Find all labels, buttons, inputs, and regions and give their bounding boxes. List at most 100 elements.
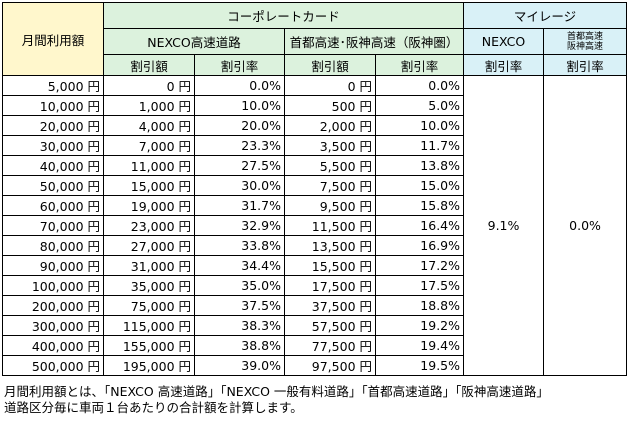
nexco-amount-cell: 115,000 円 — [103, 315, 195, 336]
footnote-line-2: 道路区分毎に車両１台あたりの合計額を計算します。 — [4, 400, 303, 415]
nexco-rate-cell: 23.3% — [194, 135, 285, 156]
mileage-nexco-rate-header: 割引率 — [463, 54, 545, 76]
nexco-rate-cell: 32.9% — [194, 215, 285, 236]
nexco-amount-cell: 27,000 円 — [103, 235, 195, 256]
mileage-hanshin-label: 阪神高速 — [567, 41, 604, 52]
table-row: 200,000 円 75,000 円 37.5% 37,500 円 18.8% — [2, 295, 627, 316]
metro-amount-cell: 5,500 円 — [284, 155, 376, 176]
metro-amount-cell: 9,500 円 — [284, 195, 376, 216]
metro-amount-cell: 15,500 円 — [284, 255, 376, 276]
metro-amount-cell: 7,500 円 — [284, 175, 376, 196]
nexco-rate-cell: 37.5% — [194, 295, 285, 316]
discount-table: 月間利用額 コーポレートカード マイレージ NEXCO高速道路 首都高速･阪神高… — [2, 2, 628, 376]
nexco-rate-cell: 30.0% — [194, 175, 285, 196]
usage-cell: 30,000 円 — [2, 135, 104, 156]
usage-cell: 5,000 円 — [2, 75, 104, 96]
metro-amount-cell: 77,500 円 — [284, 335, 376, 356]
mileage-metro-hanshin-header: 首都高速 阪神高速 — [543, 28, 628, 55]
table-row: 30,000 円 7,000 円 23.3% 3,500 円 11.7% — [2, 135, 627, 156]
header-row-2: NEXCO高速道路 首都高速･阪神高速（阪神圏） NEXCO 首都高速 阪神高速 — [3, 28, 628, 55]
usage-cell: 80,000 円 — [2, 235, 104, 256]
nexco-amount-cell: 0 円 — [103, 75, 195, 96]
usage-header: 月間利用額 — [2, 2, 104, 76]
metro-rate-cell: 16.9% — [374, 235, 465, 256]
metro-rate-cell: 16.4% — [374, 215, 465, 236]
metro-amount-cell: 13,500 円 — [284, 235, 376, 256]
nexco-amount-cell: 11,000 円 — [103, 155, 195, 176]
mileage-metro-label: 首都高速 — [567, 31, 604, 42]
mileage-nexco-header: NEXCO — [463, 28, 545, 55]
nexco-rate-cell: 34.4% — [194, 255, 285, 276]
table-row: 500,000 円 195,000 円 39.0% 97,500 円 19.5% — [2, 355, 627, 376]
metro-rate-cell: 17.5% — [374, 275, 465, 296]
metro-amount-cell: 57,500 円 — [284, 315, 376, 336]
usage-cell: 70,000 円 — [2, 215, 104, 236]
metro-amount-cell: 500 円 — [284, 95, 376, 116]
metro-amount-cell: 97,500 円 — [284, 355, 376, 376]
usage-cell: 500,000 円 — [2, 355, 104, 376]
usage-cell: 40,000 円 — [2, 155, 104, 176]
metro-rate-cell: 19.2% — [374, 315, 465, 336]
usage-cell: 10,000 円 — [2, 95, 104, 116]
metro-amount-cell: 17,500 円 — [284, 275, 376, 296]
metro-rate-cell: 0.0% — [374, 75, 465, 96]
nexco-rate-cell: 35.0% — [194, 275, 285, 296]
metro-hanshin-header: 首都高速･阪神高速（阪神圏） — [283, 28, 465, 55]
mileage-metro-hanshin-rate: 0.0% — [543, 75, 628, 376]
nexco-rate-cell: 31.7% — [194, 195, 285, 216]
usage-cell: 100,000 円 — [2, 275, 104, 296]
footnote-line-1: 月間利用額とは、「NEXCO 高速道路」「NEXCO 一般有料道路」「首都高速道… — [4, 384, 549, 399]
table-row: 100,000 円 35,000 円 35.0% 17,500 円 17.5% — [2, 275, 627, 296]
metro-rate-cell: 19.4% — [374, 335, 465, 356]
nexco-amount-cell: 75,000 円 — [103, 295, 195, 316]
mileage-metro-rate-header: 割引率 — [543, 54, 628, 76]
nexco-rate-cell: 0.0% — [194, 75, 285, 96]
metro-amount-cell: 37,500 円 — [284, 295, 376, 316]
metro-rate-cell: 13.8% — [374, 155, 465, 176]
nexco-rate-cell: 10.0% — [194, 95, 285, 116]
metro-rate-cell: 18.8% — [374, 295, 465, 316]
nexco-amount-cell: 7,000 円 — [103, 135, 195, 156]
nexco-rate-cell: 20.0% — [194, 115, 285, 136]
nexco-amount-cell: 4,000 円 — [103, 115, 195, 136]
metro-amount-cell: 3,500 円 — [284, 135, 376, 156]
usage-cell: 300,000 円 — [2, 315, 104, 336]
metro-rate-cell: 11.7% — [374, 135, 465, 156]
metro-discount-rate-header: 割引率 — [374, 54, 465, 76]
metro-rate-cell: 5.0% — [374, 95, 465, 116]
usage-cell: 60,000 円 — [2, 195, 104, 216]
metro-rate-cell: 15.8% — [374, 195, 465, 216]
nexco-amount-cell: 31,000 円 — [103, 255, 195, 276]
table-row: 50,000 円 15,000 円 30.0% 7,500 円 15.0% — [2, 175, 627, 196]
metro-rate-cell: 19.5% — [374, 355, 465, 376]
metro-discount-amount-header: 割引額 — [284, 54, 376, 76]
nexco-amount-cell: 155,000 円 — [103, 335, 195, 356]
nexco-rate-cell: 38.3% — [194, 315, 285, 336]
table-row: 60,000 円 19,000 円 31.7% 9,500 円 15.8% — [2, 195, 627, 216]
nexco-rate-cell: 38.8% — [194, 335, 285, 356]
nexco-rate-cell: 27.5% — [194, 155, 285, 176]
metro-amount-cell: 2,000 円 — [284, 115, 376, 136]
nexco-rate-cell: 39.0% — [194, 355, 285, 376]
table-row: 400,000 円 155,000 円 38.8% 77,500 円 19.4% — [2, 335, 627, 356]
metro-amount-cell: 11,500 円 — [284, 215, 376, 236]
nexco-amount-cell: 1,000 円 — [103, 95, 195, 116]
nexco-amount-cell: 195,000 円 — [103, 355, 195, 376]
corporate-card-header: コーポレートカード — [102, 2, 465, 29]
nexco-amount-cell: 15,000 円 — [103, 175, 195, 196]
nexco-amount-cell: 35,000 円 — [103, 275, 195, 296]
mileage-header: マイレージ — [463, 2, 628, 29]
footnote: 月間利用額とは、「NEXCO 高速道路」「NEXCO 一般有料道路」「首都高速道… — [4, 384, 549, 416]
usage-cell: 200,000 円 — [2, 295, 104, 316]
metro-amount-cell: 0 円 — [284, 75, 376, 96]
table-row: 20,000 円 4,000 円 20.0% 2,000 円 10.0% — [2, 115, 627, 136]
usage-cell: 400,000 円 — [2, 335, 104, 356]
header-row-1: 月間利用額 コーポレートカード マイレージ — [2, 2, 628, 76]
usage-cell: 50,000 円 — [2, 175, 104, 196]
mileage-nexco-rate: 9.1% — [463, 75, 545, 376]
metro-rate-cell: 15.0% — [374, 175, 465, 196]
usage-cell: 90,000 円 — [2, 255, 104, 276]
nexco-amount-cell: 23,000 円 — [103, 215, 195, 236]
nexco-rate-cell: 33.8% — [194, 235, 285, 256]
